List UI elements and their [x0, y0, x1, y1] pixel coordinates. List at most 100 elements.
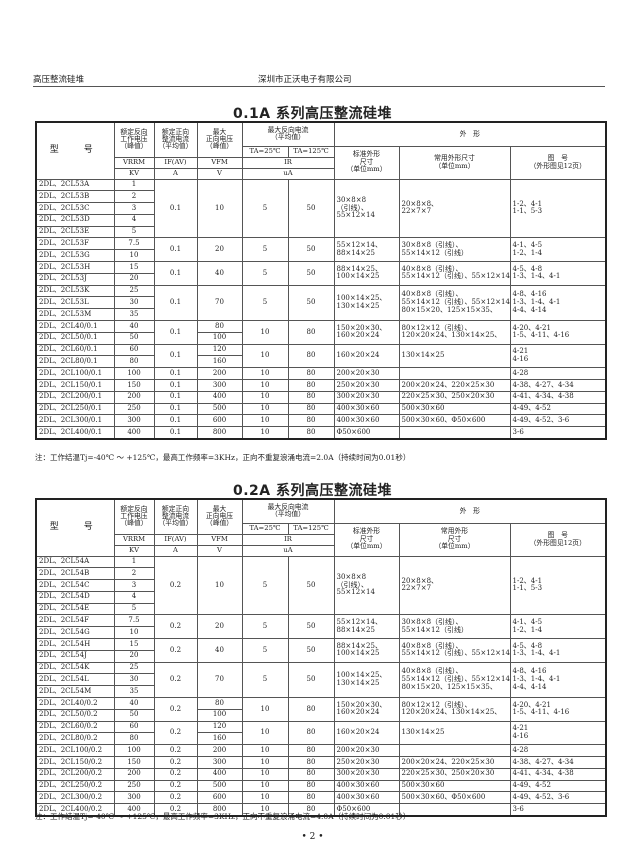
reverse-current-25-cell: 10 [241, 767, 289, 781]
voltage-kv-cell-text: 4 [131, 592, 137, 601]
header-std-outline-text: 尺寸 [359, 534, 374, 543]
table-row: 2DL、2CL54A 1 0.2 10 5 50 30×8×8 （引线）、 55×12×14 20… [35, 555, 607, 616]
voltage-kv-cell-text: 35 [129, 686, 139, 695]
voltage-kv-cell: 15 [113, 261, 155, 274]
table-note-0.2a: 注：工作结温Tj=-40℃ ～ +125℃，最高工作频率=3KHz，正向不重复浪… [35, 812, 411, 821]
header-ta125: TA=125℃ [287, 145, 335, 158]
voltage-kv-cell-text: 20 [129, 651, 139, 660]
std-outline-cell-text: 300×20×30 [336, 769, 380, 778]
table-row: 2DL、2CL100/0.1 100 0.1 200 10 80 200×20×30 4-28 [35, 367, 607, 381]
model-cell-text: 2DL、2CL54K [39, 663, 90, 672]
std-outline-cell: 200×20×30 [333, 367, 400, 381]
current-a-cell-text: 0.1 [169, 392, 182, 401]
header-max-reverse-current-text: （平均值） [271, 510, 305, 519]
forward-voltage-cell-text: 120 [212, 345, 227, 354]
fig-no-cell: 4-28 [509, 744, 607, 758]
common-outline-cell: 200×20×24、220×25×30 [398, 379, 511, 392]
reverse-current-25-cell: 5 [241, 284, 289, 322]
forward-voltage-cell: 400 [196, 767, 243, 781]
std-outline-cell: 250×20×30 [333, 756, 400, 769]
voltage-kv-cell-text: 300 [127, 415, 141, 424]
std-outline-cell-text: 88×14×25、 [336, 641, 382, 650]
voltage-kv-cell: 150 [113, 756, 155, 769]
common-outline-cell-text: 130×14×25 [401, 351, 445, 360]
header-symbol-vfm: VFM [196, 533, 243, 546]
current-a-cell-text: 0.2 [169, 580, 182, 589]
common-outline-cell: 40×8×8（引线）、 55×14×12（引线）、55×12×14、 80×15×2… [398, 661, 511, 699]
header-unit-a-text: A [173, 168, 178, 177]
voltage-kv-cell: 5 [113, 602, 155, 616]
reverse-current-25-cell-text: 10 [260, 745, 270, 754]
forward-voltage-cell: 10 [196, 555, 243, 616]
forward-voltage-cell: 80 [196, 320, 243, 333]
model-cell: 2DL、2CL60/0.2 [35, 720, 115, 734]
voltage-kv-cell: 15 [113, 638, 155, 651]
table-row: 2DL、2CL53F 7.5 0.1 20 5 50 55×12×14、 88×14×25 30… [35, 237, 607, 263]
reverse-current-125-cell-text: 50 [306, 675, 316, 684]
reverse-current-25-cell: 5 [241, 661, 289, 699]
header-max-reverse-current-text: （平均值） [271, 133, 305, 142]
reverse-current-25-cell: 10 [241, 744, 289, 758]
reverse-current-25-cell-text: 5 [262, 298, 268, 307]
header-common-outline-text: 常用外形 [440, 527, 469, 536]
common-outline-cell-text: 55×14×12（引线）、55×12×14 [401, 298, 510, 307]
common-outline-cell: 20×8×8、 22×7×7 [398, 178, 511, 239]
fig-no-cell: 4-5、4-8 1-3、1-4、4-1 [509, 261, 607, 286]
header-max-reverse-current: 最大反向电流 （平均值） [241, 498, 335, 524]
forward-voltage-cell-text: 10 [215, 203, 224, 212]
common-outline-cell-text: 40×8×8（引线）、 [401, 667, 463, 676]
forward-voltage-cell: 40 [196, 638, 243, 663]
model-cell-text: 2DL、2CL54B [39, 568, 90, 577]
model-cell-text: 2DL、2CL53D [39, 215, 90, 224]
reverse-current-125-cell-text: 80 [306, 704, 316, 713]
header-unit-a: A [153, 167, 198, 180]
common-outline-cell-text: 55×14×12（引线） [401, 248, 468, 257]
common-outline-cell: 20×8×8、 22×7×7 [398, 555, 511, 616]
model-cell-text: 2DL、2CL200/0.1 [39, 392, 103, 401]
page-number: • 2 • [301, 832, 324, 842]
model-cell-text: 2DL、2CL54C [39, 580, 90, 589]
model-cell: 2DL、2CL54L [35, 673, 115, 687]
model-cell: 2DL、2CL53F [35, 237, 115, 251]
forward-voltage-cell-text: 40 [215, 268, 224, 277]
forward-voltage-cell-text: 160 [212, 357, 227, 365]
reverse-current-125-cell: 50 [287, 178, 335, 239]
std-outline-cell: 30×8×8 （引线）、 55×12×14 [333, 555, 400, 616]
forward-voltage-cell: 120 [196, 343, 243, 357]
header-rated-reverse-voltage-text: 工作电压 [120, 135, 148, 144]
reverse-current-125-cell-text: 50 [306, 268, 316, 277]
forward-voltage-cell: 100 [196, 331, 243, 345]
reverse-current-25-cell-text: 5 [262, 580, 268, 589]
voltage-kv-cell: 50 [113, 708, 155, 722]
common-outline-cell: 500×30×60 [398, 402, 511, 416]
model-cell: 2DL、2CL400/0.1 [35, 426, 115, 440]
header-unit-ua-text: uA [283, 545, 293, 554]
section-name: 高压整流硅堆 [33, 75, 85, 85]
common-outline-cell: 500×30×60、Φ50×600 [398, 414, 511, 428]
common-outline-cell-text: 22×7×7 [401, 207, 432, 216]
table-row: 2DL、2CL54K 25 0.2 70 5 50 100×14×25、 130×14×25 4… [35, 661, 607, 699]
model-cell: 2DL、2CL54E [35, 602, 115, 616]
fig-no-cell: 3-6 [509, 426, 607, 440]
fig-no-cell-text: 4-16 [512, 354, 529, 363]
std-outline-cell-text: 100×14×25 [336, 649, 380, 658]
fig-no-cell-text: 4-21 [512, 724, 529, 733]
reverse-current-125-cell: 80 [287, 379, 335, 392]
std-outline-cell-text: 150×20×30、 [336, 700, 387, 709]
model-cell: 2DL、2CL53C [35, 202, 115, 215]
header-rated-reverse-voltage-text: 额定反向 [120, 127, 148, 136]
std-outline-cell-text: 200×20×30 [336, 368, 380, 377]
std-outline-cell: 150×20×30、 160×20×24 [333, 320, 400, 345]
std-outline-cell-text: 300×20×30 [336, 392, 380, 401]
std-outline-cell: 400×30×60 [333, 402, 400, 416]
forward-voltage-cell-text: 80 [215, 321, 224, 330]
header-ta125-text: TA=125℃ [293, 523, 329, 532]
header-rated-reverse-voltage: 额定反向 工作电压 （峰值） [113, 498, 155, 535]
table-row: 2DL、2CL53D 4 [35, 213, 606, 227]
std-outline-cell: 200×20×30 [333, 744, 400, 758]
header-fig-no-text: （外形图见12页） [529, 161, 586, 170]
reverse-current-125-cell-text: 80 [306, 728, 316, 737]
voltage-kv-cell-text: 80 [129, 357, 139, 365]
fig-no-cell: 4-49、4-52、3-6 [509, 414, 607, 428]
voltage-kv-cell: 25 [113, 661, 155, 675]
